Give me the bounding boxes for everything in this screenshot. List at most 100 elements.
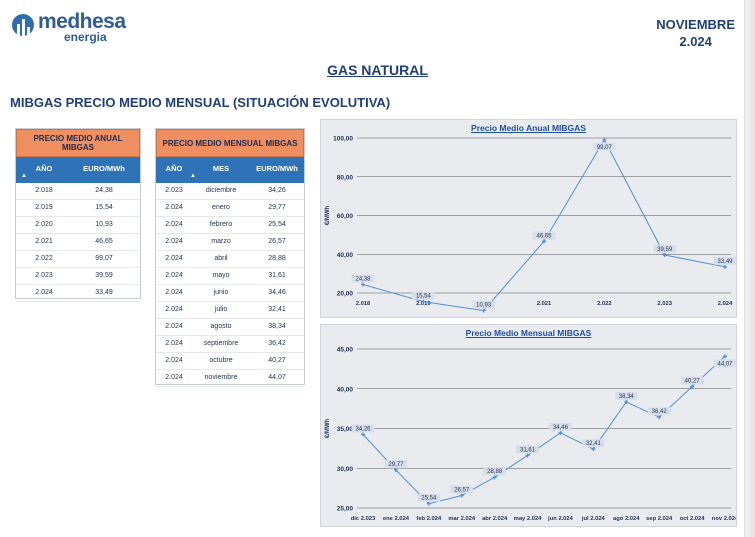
table-cell: 2.020: [35, 221, 53, 228]
table-cell: julio: [214, 306, 228, 313]
data-label: 31,61: [520, 447, 536, 453]
table-cell: 2.023: [35, 272, 53, 279]
table-row: 2.024 noviembre 44,07: [156, 370, 304, 387]
y-tick-label: 30,00: [337, 466, 354, 473]
y-tick-label: 40,00: [337, 386, 354, 393]
table-cell: 44,07: [268, 374, 286, 381]
table-cell: 2.024: [165, 306, 183, 313]
y-tick-label: 40,00: [337, 252, 354, 259]
data-point: [459, 493, 464, 498]
sort-arrow-icon[interactable]: ▲: [21, 173, 27, 179]
data-point: [657, 415, 662, 420]
monthly-header-price[interactable]: EURO/MWh: [256, 164, 298, 173]
logo-icon: [12, 14, 34, 36]
table-cell: 2.018: [35, 187, 53, 194]
data-label-bg: [516, 445, 539, 454]
data-label-bg: [417, 493, 441, 502]
data-point: [542, 239, 546, 244]
monthly-chart: Precio Medio Mensual MIBGAS 25,00 30,00 35…: [320, 324, 737, 527]
table-cell: mayo: [212, 272, 230, 279]
data-label-bg: [450, 485, 473, 494]
data-label: 34,26: [355, 426, 371, 432]
data-label-bg: [384, 460, 408, 469]
annual-header-year[interactable]: AÑO: [35, 164, 53, 173]
table-cell: 10,93: [95, 221, 113, 228]
table-row: 2.023 diciembre 34,26: [156, 183, 304, 200]
table-cell: enero: [212, 204, 230, 211]
table-cell: 2.024: [165, 340, 183, 347]
series-line: [362, 356, 726, 505]
table-row: 2.018 24,38: [16, 183, 140, 200]
monthly-header-year[interactable]: AÑO: [165, 164, 183, 173]
sort-arrow-icon[interactable]: ▲: [190, 173, 196, 179]
table-cell: 32,41: [268, 306, 286, 313]
y-tick-label: 100,00: [333, 136, 353, 143]
data-label: 24,38: [355, 277, 371, 283]
y-tick-label: 80,00: [337, 174, 354, 181]
x-tick-label: ene 2.024: [383, 516, 410, 522]
monthly-chart-plot: 25,00 30,00 35,00 40,00 45,00 €/MWh dic 2.023 e…: [325, 347, 736, 522]
data-point: [591, 447, 596, 452]
monthly-chart-title: Precio Medio Mensual MIBGAS: [465, 328, 592, 338]
data-label-bg: [582, 439, 605, 448]
table-cell: abril: [214, 255, 228, 262]
table-cell: 34,26: [268, 187, 286, 194]
annual-header-price[interactable]: EURO/MWh: [83, 164, 125, 173]
x-tick-label: may 2.024: [514, 516, 542, 522]
monthly-table-title: PRECIO MEDIO MENSUAL MIBGAS: [156, 129, 304, 157]
table-row: 2.024 julio 32,41: [156, 302, 304, 319]
y-tick-label: 35,00: [337, 426, 354, 433]
monthly-header-month[interactable]: MES: [212, 164, 230, 173]
x-tick-label: mar 2.024: [448, 516, 476, 522]
data-label-bg: [483, 467, 506, 476]
data-point: [690, 384, 695, 389]
data-label-bg: [713, 256, 736, 265]
data-point: [602, 137, 607, 142]
table-cell: 2.024: [165, 374, 183, 381]
table-row: 2.024 octubre 40,27: [156, 353, 304, 370]
data-point: [662, 253, 667, 258]
data-label-bg: [615, 391, 638, 400]
window-edge: [744, 0, 755, 537]
table-cell: 2.024: [165, 204, 183, 211]
data-label: 25,54: [421, 496, 437, 502]
y-tick-label: 60,00: [337, 213, 354, 220]
data-label-bg: [713, 359, 736, 368]
table-cell: 2.021: [35, 238, 53, 245]
table-row: 2.019 15,54: [16, 200, 140, 217]
x-tick-label: jul 2.024: [581, 516, 606, 522]
report-year: 2.024: [679, 34, 712, 49]
annual-table-title: PRECIO MEDIO ANUAL MIBGAS: [16, 129, 140, 157]
table-row: 2.024 junio 34,46: [156, 285, 304, 302]
data-point: [723, 264, 727, 269]
data-label: 32,41: [586, 441, 602, 447]
data-label: 44,07: [717, 361, 733, 367]
y-axis-label: €/MWh: [325, 206, 331, 226]
table-cell: junio: [213, 289, 229, 296]
table-cell: 2.024: [165, 323, 183, 330]
data-point: [393, 468, 398, 473]
table-cell: 2.022: [35, 255, 53, 262]
x-tick-label: 2.019: [416, 301, 431, 307]
data-label: 26,57: [454, 488, 470, 494]
data-label: 10,93: [476, 303, 492, 309]
annual-chart: Precio Medio Anual MIBGAS 20,00 40,00 60,0…: [320, 119, 737, 318]
annual-price-table: PRECIO MEDIO ANUAL MIBGAS AÑO EURO/MWh ▲…: [15, 128, 141, 302]
annual-chart-plot: 20,00 40,00 60,00 80,00 100,00 €/MWh 2.018 2.01…: [325, 136, 736, 313]
table-cell: 26,57: [268, 238, 286, 245]
table-cell: 25,54: [268, 221, 286, 228]
data-label: 33,49: [717, 259, 733, 265]
data-point: [492, 475, 497, 480]
table-row: 2.024 mayo 31,61: [156, 268, 304, 285]
table-cell: diciembre: [205, 187, 237, 194]
data-label-bg: [351, 424, 375, 433]
table-cell: 2.024: [35, 289, 53, 296]
monthly-price-table: PRECIO MEDIO MENSUAL MIBGAS AÑO MES EURO…: [155, 128, 305, 387]
table-cell: 2.024: [165, 255, 183, 262]
table-row: 2.021 46,65: [16, 234, 140, 251]
table-row: 2.024 enero 29,77: [156, 200, 304, 217]
x-tick-label: oct 2.024: [680, 516, 706, 522]
data-label-bg: [593, 142, 616, 151]
table-cell: noviembre: [204, 374, 238, 381]
data-point: [624, 399, 629, 404]
